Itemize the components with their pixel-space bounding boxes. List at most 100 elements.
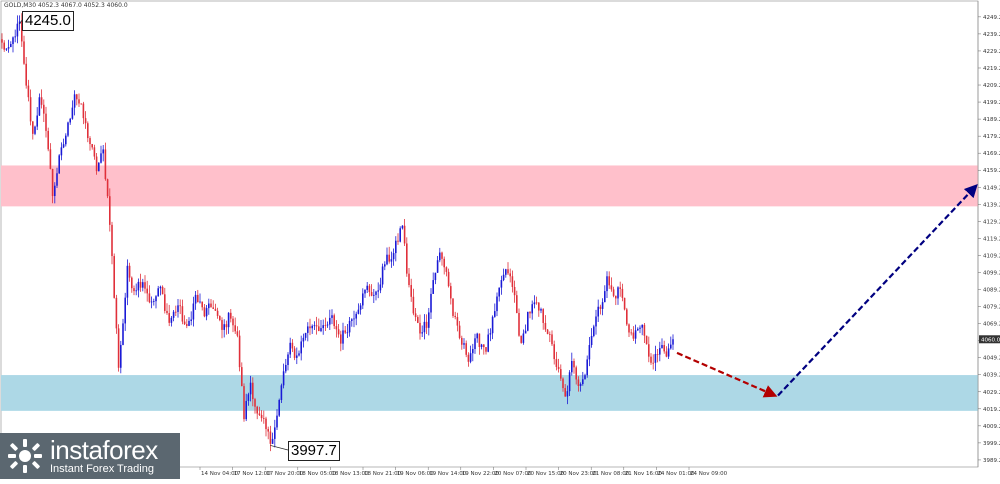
candle xyxy=(432,272,434,295)
candle xyxy=(293,346,296,361)
candle xyxy=(366,282,368,294)
candle xyxy=(619,281,621,297)
candle xyxy=(421,325,423,338)
candle xyxy=(47,127,49,152)
candle xyxy=(311,324,313,334)
candle xyxy=(615,295,617,306)
candle xyxy=(436,256,439,274)
candle xyxy=(663,340,665,354)
candle xyxy=(434,272,437,285)
candle xyxy=(280,383,283,403)
candle xyxy=(168,304,170,327)
x-tick-label: 17 Nov 20:00 xyxy=(266,471,304,477)
candle xyxy=(450,282,452,305)
candle xyxy=(102,144,104,162)
candle xyxy=(562,377,564,392)
candle xyxy=(337,323,340,338)
candle xyxy=(375,290,377,301)
candle xyxy=(307,322,309,342)
candle xyxy=(260,410,263,422)
candle xyxy=(388,246,390,264)
candle xyxy=(315,316,318,335)
candle xyxy=(344,325,346,335)
candle xyxy=(91,143,93,150)
candle xyxy=(500,275,503,295)
candle xyxy=(333,313,335,330)
candle xyxy=(62,138,65,149)
candle xyxy=(461,335,463,350)
candle xyxy=(439,247,441,263)
candle xyxy=(639,325,641,334)
candle xyxy=(509,268,511,283)
candle xyxy=(14,29,16,43)
candle xyxy=(491,315,494,340)
candle xyxy=(265,416,267,437)
candle xyxy=(45,106,47,138)
candle xyxy=(648,336,650,363)
candle xyxy=(38,93,41,117)
candle xyxy=(520,335,522,344)
candle xyxy=(553,340,555,365)
candle xyxy=(452,298,454,318)
candle xyxy=(67,121,69,138)
candle xyxy=(340,330,342,352)
x-tick-label: 19 Nov 06:00 xyxy=(397,471,435,477)
candle xyxy=(245,393,247,422)
candle xyxy=(443,256,445,275)
candle xyxy=(302,333,305,348)
candle xyxy=(659,341,661,362)
candle xyxy=(621,283,624,302)
candle xyxy=(665,346,668,358)
candle xyxy=(197,289,199,303)
candle xyxy=(584,373,586,380)
candle xyxy=(236,326,239,338)
candle xyxy=(256,405,258,420)
candle xyxy=(586,355,588,378)
candle xyxy=(10,41,12,48)
candle xyxy=(212,300,214,310)
candle xyxy=(252,377,254,407)
candle xyxy=(575,365,577,385)
candle xyxy=(373,288,375,304)
candle xyxy=(331,309,333,325)
candle xyxy=(243,383,245,422)
x-tick-label: 18 Nov 21:00 xyxy=(364,471,402,477)
candle xyxy=(641,324,643,336)
candle xyxy=(410,278,412,302)
candle xyxy=(645,335,648,345)
candle xyxy=(164,287,166,314)
candle xyxy=(353,310,355,328)
candle xyxy=(397,233,399,245)
candle xyxy=(71,100,74,120)
candle xyxy=(12,36,14,53)
y-tick-label: 4079.2 xyxy=(983,305,1000,311)
candle xyxy=(364,289,366,298)
candle xyxy=(456,312,459,332)
y-tick-label: 4109.2 xyxy=(983,253,1000,259)
candle xyxy=(34,125,36,136)
candle xyxy=(238,330,241,372)
candle xyxy=(93,144,96,160)
candle xyxy=(359,303,362,315)
candle xyxy=(51,168,54,204)
candle xyxy=(95,152,98,175)
candle xyxy=(549,331,551,343)
candle xyxy=(188,317,190,327)
candle xyxy=(241,362,243,387)
candle xyxy=(43,99,45,123)
candle xyxy=(428,307,430,336)
candle xyxy=(269,425,272,452)
y-tick-label: 4199.2 xyxy=(983,100,1000,106)
callout-leader xyxy=(270,445,289,451)
candle xyxy=(579,382,582,392)
y-tick-label: 3989.2 xyxy=(983,458,1000,464)
candle xyxy=(27,79,30,102)
candle xyxy=(498,287,500,302)
candle xyxy=(395,236,397,262)
forecast-arrows xyxy=(19,19,978,451)
y-tick-label: 4159.2 xyxy=(983,168,1000,174)
candle xyxy=(254,397,256,414)
candle xyxy=(291,339,294,352)
